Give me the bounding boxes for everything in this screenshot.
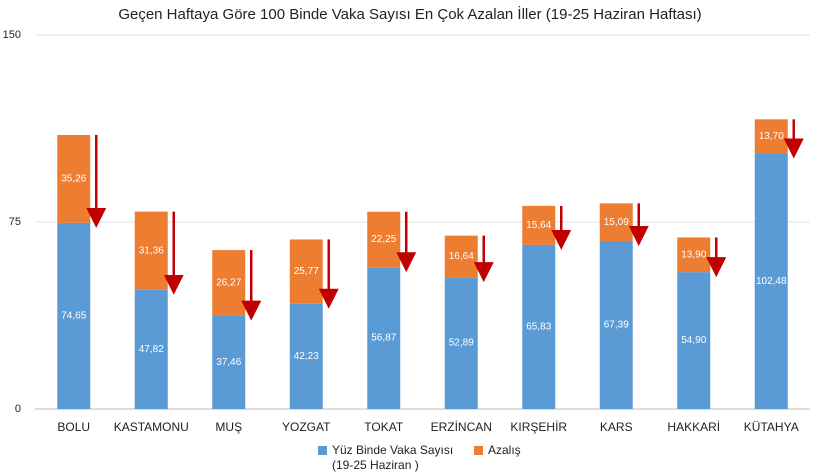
legend: Yüz Binde Vaka Sayısı (19-25 Haziran ) Az…: [318, 443, 521, 473]
legend-label: Azalış: [488, 443, 521, 457]
bar-segment: [289, 303, 323, 409]
bar-segment: [677, 237, 711, 273]
x-tick-label: MUŞ: [215, 420, 242, 434]
value-label: 13,70: [759, 131, 784, 142]
chart-title: Geçen Haftaya Göre 100 Binde Vaka Sayısı…: [118, 5, 701, 23]
x-tick-label: HAKKARİ: [667, 420, 720, 434]
bar-segment: [599, 203, 633, 241]
value-label: 56,87: [371, 333, 396, 344]
value-label: 26,27: [216, 277, 241, 288]
bar-segment: [367, 211, 401, 268]
value-label: 37,46: [216, 357, 241, 368]
bar-segment: [212, 315, 246, 409]
bar-segment: [599, 240, 633, 409]
bar-segment: [367, 267, 401, 409]
bar-segment: [134, 289, 168, 409]
bar-segment: [57, 222, 91, 409]
bar-segment: [754, 119, 788, 154]
x-tick-label: YOZGAT: [282, 420, 331, 434]
x-tick-label: KIRŞEHİR: [510, 420, 567, 434]
y-tick-label: 0: [15, 403, 21, 415]
value-label: 67,39: [604, 320, 629, 331]
value-label: 52,89: [449, 338, 474, 349]
bar-segment: [444, 277, 478, 409]
x-tick-label: KARS: [600, 420, 633, 434]
legend-item: Azalış: [474, 443, 521, 473]
legend-swatch: [318, 446, 327, 455]
bar-segment: [522, 205, 556, 245]
bar-segment: [289, 239, 323, 304]
value-label: 15,09: [604, 217, 629, 228]
x-tick-label: KASTAMONU: [114, 420, 189, 434]
value-label: 47,82: [139, 344, 164, 355]
value-label: 31,36: [139, 245, 164, 256]
x-tick-label: ERZİNCAN: [431, 420, 492, 434]
value-label: 54,90: [681, 335, 706, 346]
legend-item: Yüz Binde Vaka Sayısı (19-25 Haziran ): [318, 443, 462, 473]
value-label: 22,25: [371, 234, 396, 245]
value-label: 35,26: [61, 174, 86, 185]
x-tick-label: TOKAT: [364, 420, 404, 434]
x-tick-label: BOLU: [57, 420, 90, 434]
bar-segment: [57, 134, 91, 223]
legend-label: Yüz Binde Vaka Sayısı (19-25 Haziran ): [332, 443, 454, 472]
x-tick-label: KÜTAHYA: [744, 420, 799, 434]
bar-segment: [522, 244, 556, 409]
legend-swatch: [474, 446, 483, 455]
bar-segment: [134, 211, 168, 290]
value-label: 13,90: [681, 249, 706, 260]
value-label: 16,64: [449, 251, 474, 262]
bar-segment: [677, 272, 711, 409]
value-label: 42,23: [294, 351, 319, 362]
value-label: 74,65: [61, 311, 86, 322]
bar-segment: [754, 153, 788, 409]
y-tick-label: 75: [9, 216, 21, 228]
value-label: 102,48: [756, 276, 787, 287]
value-label: 25,77: [294, 266, 319, 277]
y-tick-label: 150: [3, 29, 21, 41]
value-label: 15,64: [526, 220, 551, 231]
value-label: 65,83: [526, 322, 551, 333]
bar-segment: [212, 250, 246, 316]
bar-segment: [444, 235, 478, 278]
